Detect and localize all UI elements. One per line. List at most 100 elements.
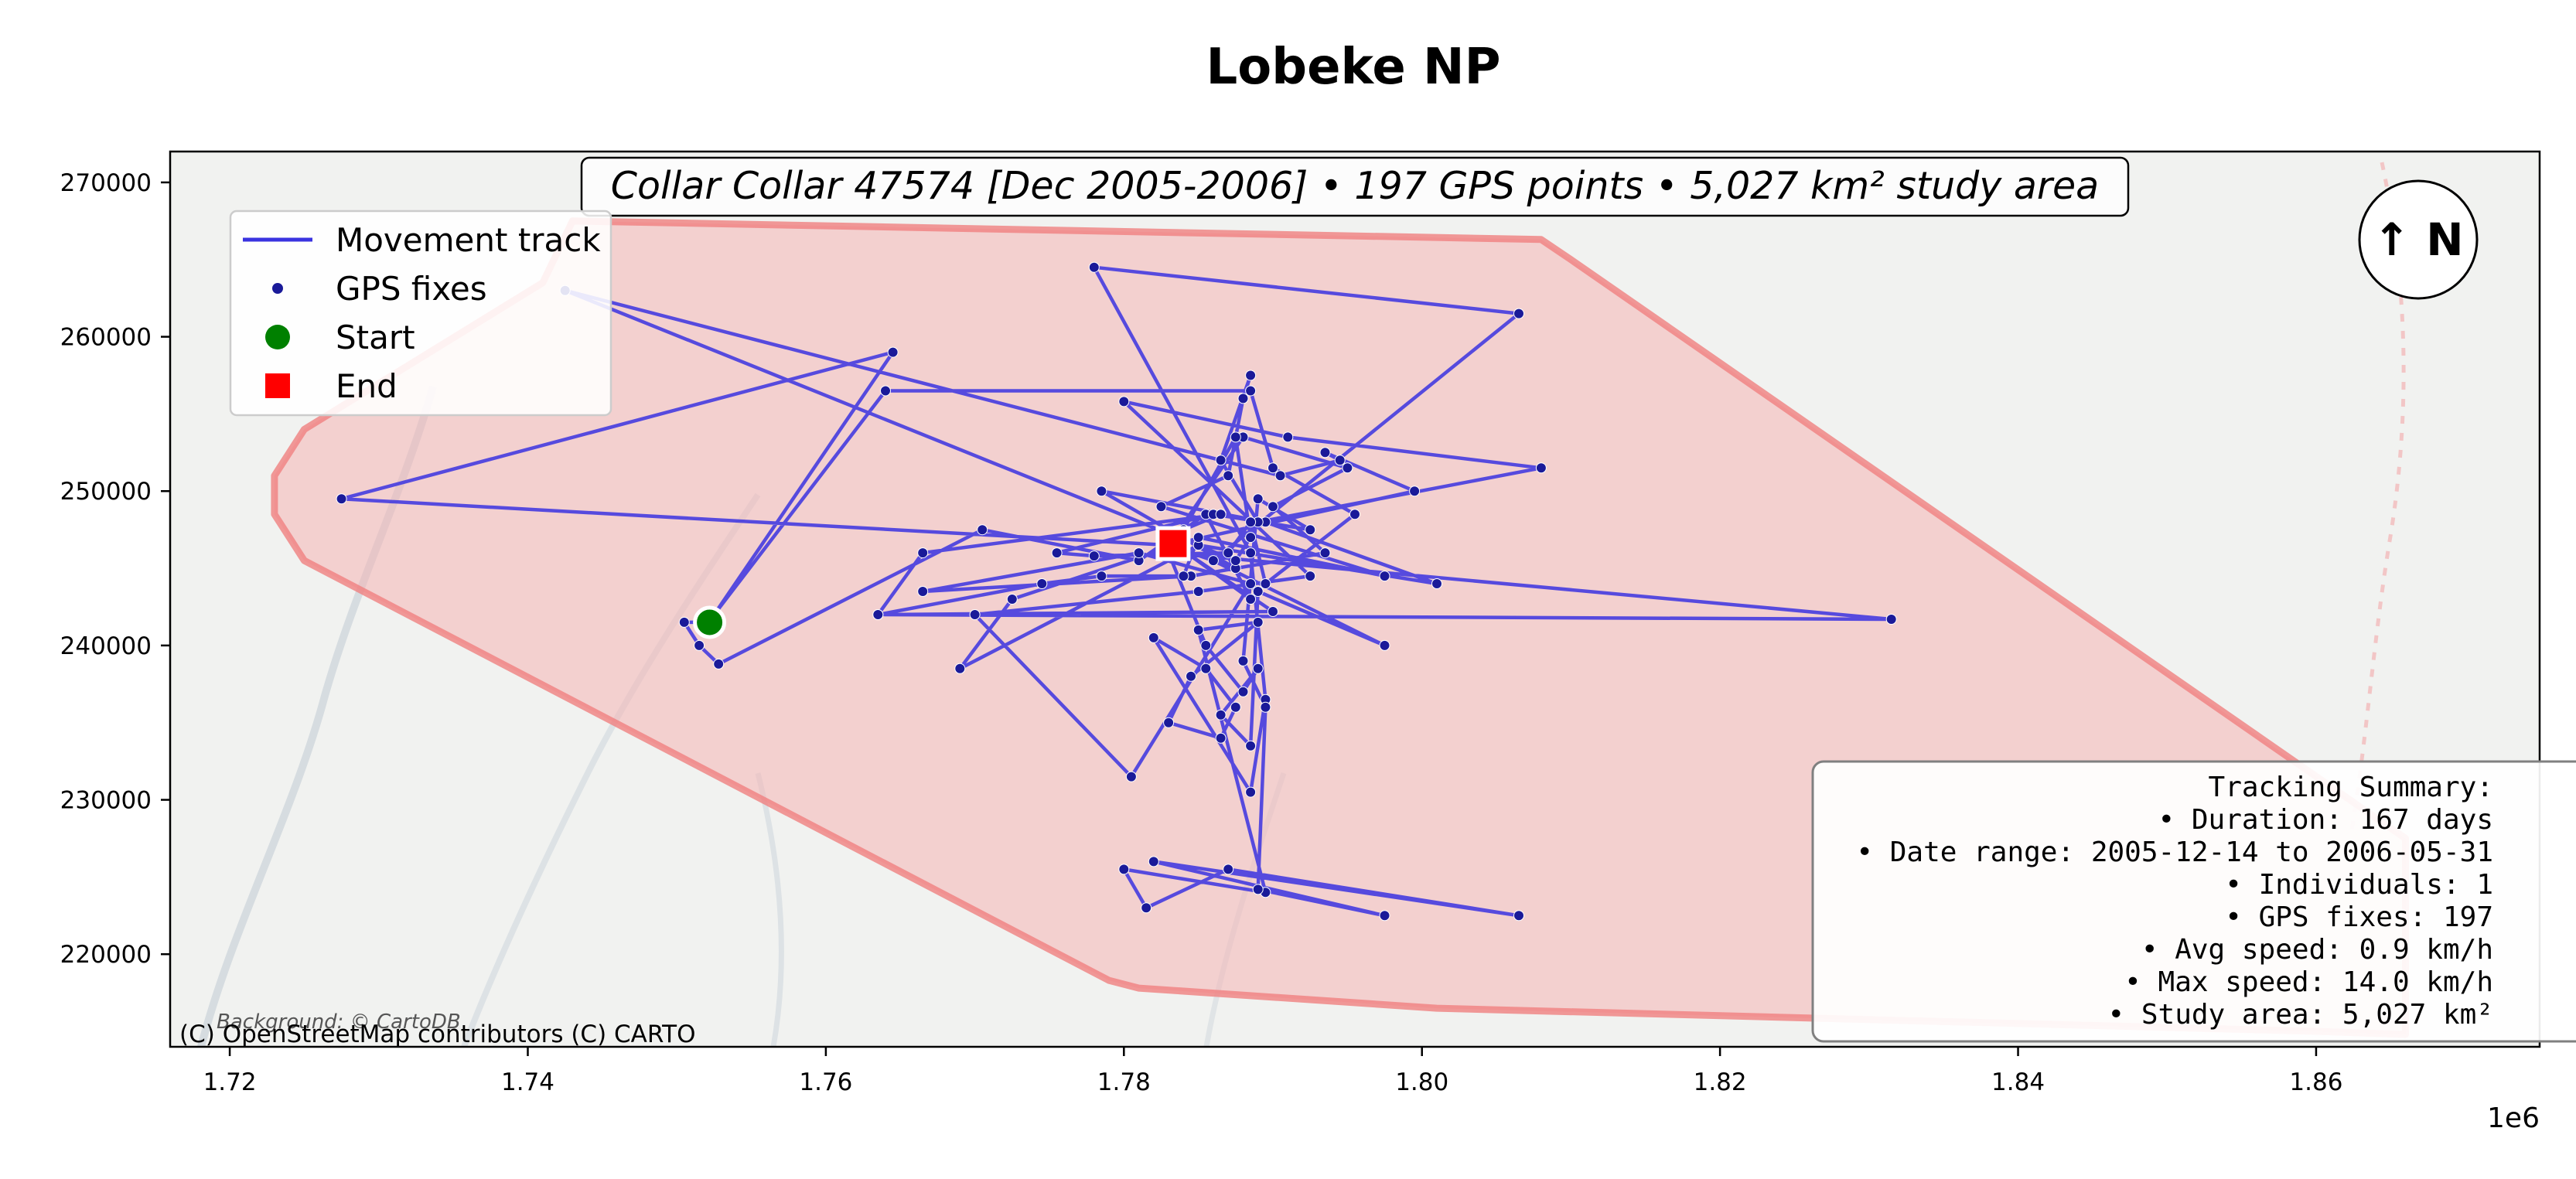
gps-fix-point [1155, 501, 1167, 513]
gps-fix-point [1513, 308, 1524, 319]
plot-frame [169, 150, 2541, 1048]
subtitle-frame [580, 156, 2130, 217]
x-tick-label: 1.84 [1991, 1068, 2045, 1096]
gps-fix-point [1305, 524, 1316, 536]
x-axis: 1.72 1.74 1.76 1.78 1.80 1.82 1.84 1.86 [203, 1047, 2342, 1096]
gps-fix-point [1118, 864, 1130, 875]
gps-fix-point [1245, 786, 1257, 798]
gps-fix-point [1268, 462, 1278, 474]
gps-fix-point [1245, 532, 1257, 543]
summary-line: • Avg speed: 0.9 km/h [2141, 934, 2493, 966]
gps-fix-point [1245, 547, 1257, 559]
gps-fix-point [1252, 663, 1264, 674]
gps-fix-point [917, 547, 929, 559]
summary-line: • Max speed: 14.0 km/h [2124, 966, 2493, 998]
gps-fix-point [954, 663, 966, 674]
gps-fix-point [1223, 470, 1234, 482]
x-tick-label: 1.78 [1097, 1068, 1151, 1096]
gps-fix-point [917, 586, 929, 597]
tracking-summary-box: Tracking Summary: • Duration: 167 days •… [1811, 760, 2576, 1043]
legend-end-swatch [265, 373, 290, 398]
y-tick-label: 270000 [60, 169, 152, 197]
gps-fix-point [1036, 578, 1048, 589]
gps-fix-point [678, 616, 690, 628]
gps-fix-point [1305, 571, 1316, 582]
x-tick-label: 1.80 [1395, 1068, 1448, 1096]
y-tick-label: 250000 [60, 478, 152, 506]
gps-fix-point [1223, 864, 1234, 875]
summary-line: • Study area: 5,027 km² [2108, 999, 2494, 1031]
gps-fix-point [1237, 655, 1249, 666]
summary-frame [1811, 760, 2576, 1043]
gps-fix-point [1245, 385, 1257, 397]
summary-line: Tracking Summary: [2209, 772, 2493, 803]
gps-fix-point [1513, 910, 1524, 922]
gps-fix-point [1274, 470, 1286, 482]
gps-fix-point [1088, 550, 1100, 562]
gps-fix-point [1379, 910, 1390, 922]
gps-fix-point [1088, 261, 1100, 273]
gps-fix-point [1319, 547, 1331, 559]
legend-label-track: Movement track [336, 221, 601, 259]
gps-fix-point [1192, 624, 1204, 636]
gps-fix-point [1230, 555, 1241, 567]
x-tick-label: 1.86 [2289, 1068, 2342, 1096]
x-tick-label: 1.82 [1694, 1068, 1747, 1096]
gps-fix-point [1268, 606, 1278, 617]
gps-fix-point [1252, 493, 1264, 505]
gps-fix-point [1237, 686, 1249, 697]
x-tick-label: 1.72 [203, 1068, 257, 1096]
gps-fix-point [1148, 632, 1159, 643]
y-tick-label: 230000 [60, 787, 152, 815]
gps-fix-point [1245, 516, 1257, 528]
gps-fix-point [1409, 486, 1421, 497]
gps-fix-point [1282, 431, 1294, 443]
y-axis: 220000 230000 240000 250000 260000 270000 [60, 169, 170, 969]
summary-line: • GPS fixes: 197 [2225, 901, 2493, 933]
gps-fix-point [1192, 532, 1204, 543]
x-axis-offset-label: 1e6 [2487, 1102, 2540, 1134]
basemap-river [755, 772, 784, 1047]
gps-fix-point [1200, 639, 1212, 651]
gps-fix-point [1230, 701, 1241, 713]
end-marker [1155, 526, 1191, 561]
gps-fix-point [880, 385, 891, 397]
gps-fix-point [1334, 455, 1346, 466]
gps-fix-point [1535, 462, 1547, 474]
legend-start-swatch [265, 325, 290, 349]
gps-fix-point [1096, 486, 1107, 497]
chart-title: Lobeke NP [1206, 39, 1501, 96]
gps-fix-point [1133, 547, 1145, 559]
gps-fix-point [1192, 586, 1204, 597]
gps-fix-point [1207, 555, 1219, 567]
gps-fix-point [1245, 370, 1257, 381]
gps-fix-point [1379, 571, 1390, 582]
summary-line: • Duration: 167 days [2158, 804, 2493, 836]
gps-fix-point [1260, 578, 1271, 589]
gps-fix-point [1006, 594, 1018, 605]
gps-fix-point [1215, 455, 1227, 466]
gps-fix-point [1141, 902, 1152, 914]
gps-fix-point [694, 639, 705, 651]
gps-fix-point [977, 524, 988, 536]
subtitle-box: Collar Collar 47574 [Dec 2005-2006] • 19… [580, 156, 2130, 217]
legend-frame [229, 210, 612, 417]
gps-fix-point [887, 346, 899, 358]
gps-fix-point [336, 493, 347, 505]
legend-label-start: Start [336, 319, 415, 356]
summary-line: • Individuals: 1 [2225, 869, 2493, 901]
gps-fix-point [1431, 578, 1442, 589]
gps-fix-point [1245, 594, 1257, 605]
y-tick-label: 220000 [60, 941, 152, 969]
gps-fix-point [1215, 509, 1227, 520]
gps-fix-point [1885, 614, 1897, 625]
x-tick-label: 1.76 [799, 1068, 852, 1096]
start-marker [693, 605, 727, 639]
summary-line: • Date range: 2005-12-14 to 2006-05-31 [1856, 837, 2493, 868]
y-tick-label: 240000 [60, 632, 152, 660]
gps-fix-point [1349, 509, 1360, 520]
legend-label-fixes: GPS fixes [336, 270, 487, 308]
y-tick-label: 260000 [60, 324, 152, 352]
gps-fix-point [1215, 732, 1227, 744]
